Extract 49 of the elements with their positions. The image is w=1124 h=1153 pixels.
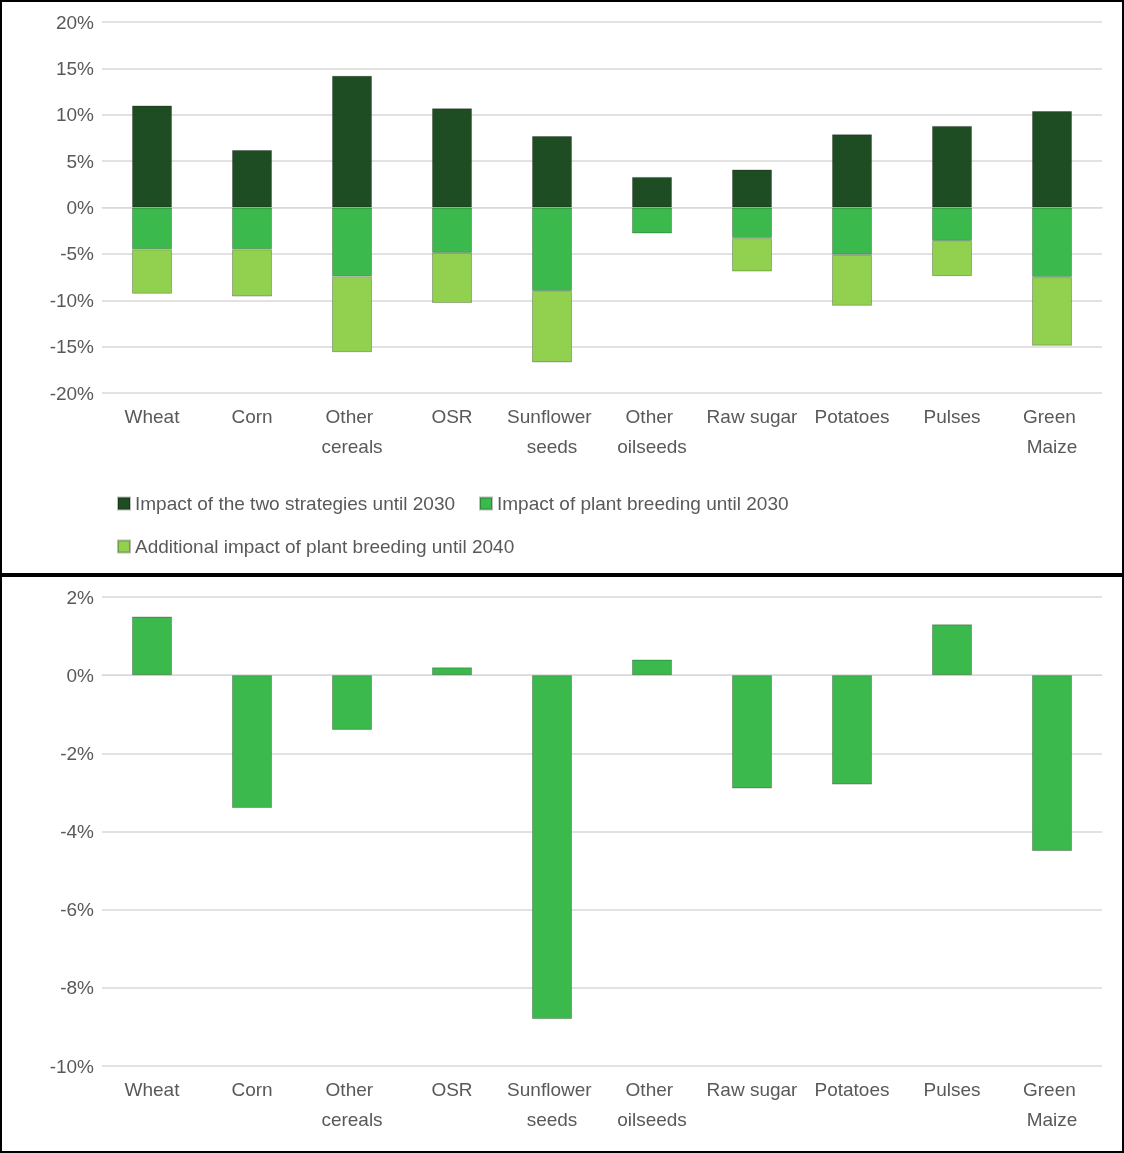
x-tick-label: Green Maize: [1022, 405, 1082, 457]
x-tick-label: Other cereals: [321, 405, 383, 457]
legend-label: Additional impact of plant breeding until 2040: [135, 536, 515, 557]
y-tick-label: 10%: [55, 104, 95, 126]
bar: [632, 659, 672, 676]
y-tick-label: -10%: [49, 1055, 95, 1077]
y-tick-label: -10%: [49, 289, 95, 311]
x-tick-label: OSR: [431, 1078, 473, 1100]
y-tick-label: 20%: [55, 11, 95, 33]
x-tick-label: OSR: [431, 405, 473, 427]
bar: [432, 667, 472, 676]
y-tick-label: 15%: [55, 57, 95, 79]
y-tick-label: 0%: [66, 664, 95, 686]
x-tick-label: Potatoes: [814, 1078, 890, 1100]
legend-label: Impact of plant breeding until 2030: [497, 493, 789, 514]
x-tick-label: Raw sugar: [706, 1078, 799, 1100]
x-tick-label: Pulses: [923, 405, 981, 427]
y-tick-label: -2%: [60, 742, 95, 764]
x-tick-label: Raw sugar: [706, 405, 799, 427]
bar: [232, 675, 272, 809]
x-tick-label: Sunflower seeds: [507, 405, 597, 457]
x-tick-label: Pulses: [923, 1078, 981, 1100]
x-tick-label: Corn: [231, 1078, 273, 1100]
x-tick-label: Other oilseeds: [617, 405, 687, 457]
y-tick-label: -4%: [60, 821, 95, 842]
x-tick-label: Green Maize: [1022, 1078, 1082, 1130]
x-tick-label: Wheat: [124, 405, 181, 427]
bar: [732, 675, 772, 789]
x-tick-label: Wheat: [124, 1078, 181, 1100]
x-tick-label: Corn: [231, 405, 273, 427]
y-tick-label: -15%: [49, 336, 95, 358]
y-tick-label: -5%: [60, 243, 95, 265]
bar: [532, 675, 572, 1020]
y-tick-label: 0%: [66, 197, 95, 218]
legend-label: Impact of the two strategies until 2030: [135, 493, 456, 514]
bar: [332, 675, 372, 730]
y-tick-label: -8%: [60, 977, 95, 999]
bar: [932, 624, 972, 676]
x-tick-label: Other cereals: [321, 1078, 383, 1130]
x-tick-label: Potatoes: [814, 405, 890, 427]
x-tick-label: Other oilseeds: [617, 1078, 687, 1130]
y-tick-label: 2%: [66, 586, 95, 608]
bar: [832, 675, 872, 785]
y-tick-label: -20%: [49, 382, 95, 404]
y-tick-label: 5%: [66, 150, 95, 172]
bar: [132, 616, 172, 676]
y-tick-label: -6%: [60, 899, 95, 921]
bar: [1032, 675, 1072, 852]
x-tick-label: Sunflower seeds: [507, 1078, 597, 1130]
